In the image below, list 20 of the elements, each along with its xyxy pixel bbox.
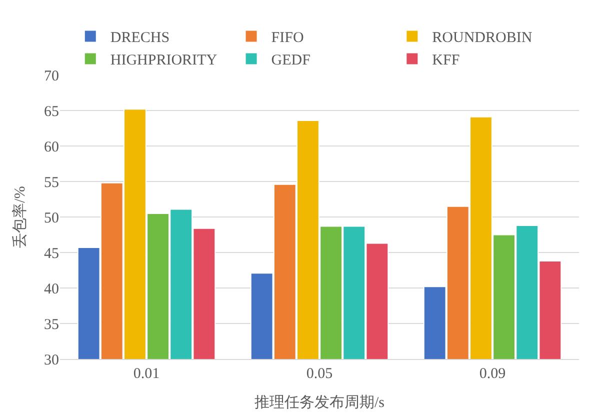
x-axis-title: 推理任务发布周期/s bbox=[254, 394, 385, 411]
y-tick-label: 70 bbox=[44, 68, 59, 84]
x-tick-label: 0.09 bbox=[479, 366, 506, 382]
x-tick-label: 0.05 bbox=[306, 366, 333, 382]
legend-label: HIGHPRIORITY bbox=[110, 52, 218, 69]
y-tick-label: 45 bbox=[44, 246, 59, 262]
y-tick-label: 30 bbox=[44, 352, 59, 368]
y-tick-label: 50 bbox=[44, 210, 59, 226]
y-tick-label: 35 bbox=[44, 316, 59, 333]
legend-label: FIFO bbox=[271, 30, 304, 46]
legend-label: GEDF bbox=[271, 52, 310, 69]
legend-label: KFF bbox=[432, 52, 460, 69]
legend-label: DRECHS bbox=[110, 30, 170, 46]
y-tick-label: 60 bbox=[44, 139, 59, 156]
legend-label: ROUNDROBIN bbox=[432, 30, 532, 46]
y-tick-label: 40 bbox=[44, 281, 59, 298]
y-axis-title: 丢包率/% bbox=[11, 186, 28, 248]
y-tick-label: 65 bbox=[44, 104, 59, 120]
x-tick-label: 0.01 bbox=[133, 366, 160, 382]
y-tick-label: 55 bbox=[44, 174, 59, 191]
